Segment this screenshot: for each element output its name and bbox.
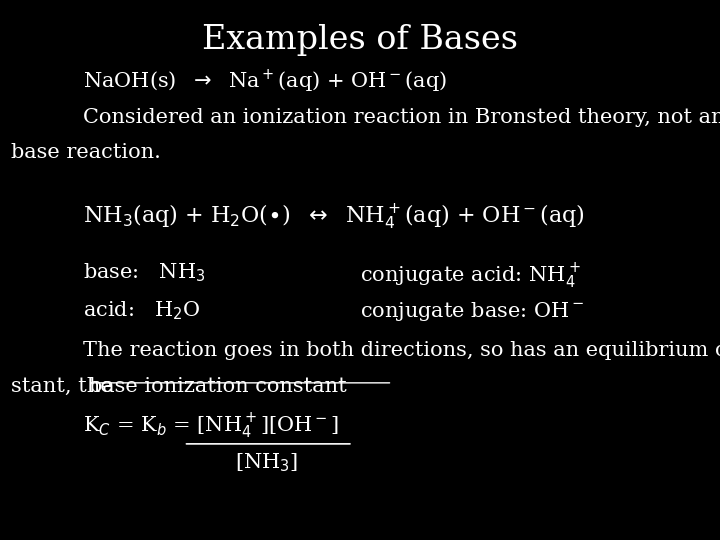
Text: Considered an ionization reaction in Bronsted theory, not an acid-: Considered an ionization reaction in Bro… (83, 108, 720, 127)
Text: base ionization constant: base ionization constant (89, 377, 346, 396)
Text: base:   NH$_3$: base: NH$_3$ (83, 262, 205, 285)
Text: conjugate acid: NH$_4^+$: conjugate acid: NH$_4^+$ (360, 262, 581, 291)
Text: conjugate base: OH$^-$: conjugate base: OH$^-$ (360, 300, 585, 323)
Text: NaOH(s)  $\rightarrow$  Na$^+$(aq) + OH$^-$(aq): NaOH(s) $\rightarrow$ Na$^+$(aq) + OH$^-… (83, 68, 447, 95)
Text: Examples of Bases: Examples of Bases (202, 24, 518, 56)
Text: acid:   H$_2$O: acid: H$_2$O (83, 300, 200, 322)
Text: The reaction goes in both directions, so has an equilibrium con-: The reaction goes in both directions, so… (83, 341, 720, 360)
Text: base reaction.: base reaction. (11, 143, 161, 162)
Text: [NH$_3$]: [NH$_3$] (235, 451, 298, 474)
Text: NH$_3$(aq) + H$_2$O($\bullet$)  $\leftrightarrow$  NH$_4^+$(aq) + OH$^-$(aq): NH$_3$(aq) + H$_2$O($\bullet$) $\leftrig… (83, 202, 585, 231)
Text: K$_C$ = K$_b$ = [NH$_4^+$][OH$^-$]: K$_C$ = K$_b$ = [NH$_4^+$][OH$^-$] (83, 412, 338, 441)
Text: stant, the: stant, the (11, 377, 119, 396)
